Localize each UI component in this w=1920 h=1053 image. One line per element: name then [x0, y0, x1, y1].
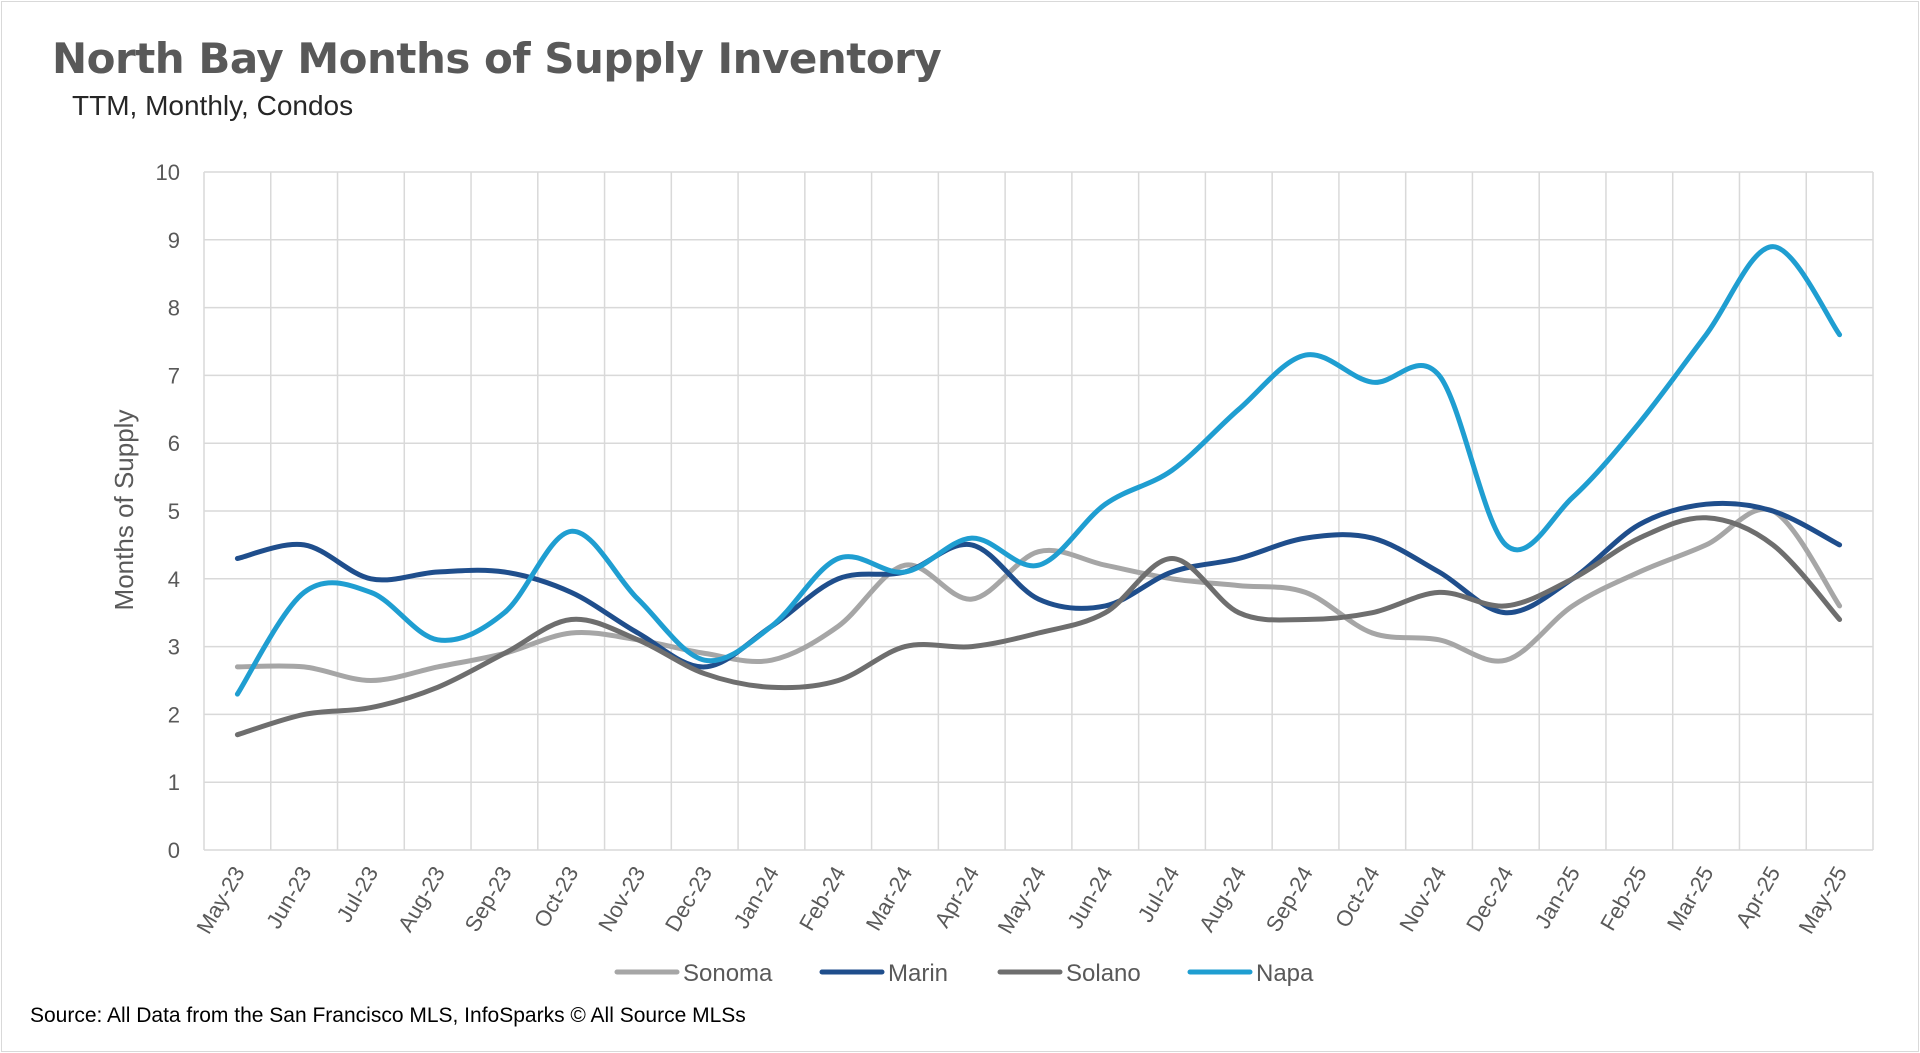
x-tick-label: Jun-23: [261, 862, 316, 933]
x-tick-label: Oct-23: [529, 862, 584, 932]
y-tick-label: 8: [168, 296, 180, 321]
x-tick-label: Nov-24: [1394, 862, 1451, 936]
y-tick-label: 5: [168, 499, 180, 524]
series-line-sonoma: [234, 506, 1843, 683]
x-tick-label: Jan-24: [728, 862, 783, 933]
x-tick-label: Jan-25: [1530, 862, 1585, 933]
series-line-marin: [234, 500, 1843, 670]
y-tick-label: 9: [168, 228, 180, 253]
chart-subtitle: TTM, Monthly, Condos: [72, 90, 354, 121]
x-tick-label: Dec-23: [660, 862, 717, 936]
source-note: Source: All Data from the San Francisco …: [30, 1004, 746, 1027]
x-tick-label: Aug-23: [393, 862, 450, 936]
y-axis-ticks: 0 1 2 3 4 5 6 7 8 9 10: [156, 160, 180, 863]
legend-label-solano: Solano: [1066, 960, 1141, 987]
x-tick-label: May-24: [992, 862, 1050, 938]
x-tick-label: May-25: [1794, 862, 1852, 938]
y-tick-label: 2: [168, 702, 180, 727]
series-line-solano: [234, 515, 1843, 738]
y-tick-label: 0: [168, 838, 180, 863]
x-tick-label: Sep-24: [1261, 862, 1318, 936]
x-tick-label: Feb-24: [794, 862, 851, 935]
x-tick-label: Jul-24: [1133, 862, 1185, 926]
y-tick-label: 3: [168, 635, 180, 660]
x-tick-label: Nov-23: [593, 862, 650, 936]
x-tick-label: Sep-23: [460, 862, 517, 936]
legend: Sonoma Marin Solano Napa: [614, 960, 1314, 987]
y-tick-label: 4: [168, 567, 180, 592]
x-tick-label: Jun-24: [1062, 862, 1117, 933]
legend-label-napa: Napa: [1256, 960, 1314, 987]
y-tick-label: 1: [168, 770, 180, 795]
series-line-napa: [234, 244, 1843, 697]
x-tick-label: Feb-25: [1595, 862, 1652, 935]
x-axis-ticks: May-23 Jun-23 Jul-23 Aug-23 Sep-23 Oct-23 Nov-…: [191, 862, 1852, 938]
y-tick-label: 10: [156, 160, 180, 185]
y-tick-label: 6: [168, 431, 180, 456]
x-tick-label: Mar-25: [1662, 862, 1718, 935]
legend-label-marin: Marin: [888, 960, 948, 987]
y-tick-label: 7: [168, 363, 180, 388]
chart-title: North Bay Months of Supply Inventory: [52, 34, 942, 83]
x-tick-label: Apr-25: [1731, 862, 1786, 932]
x-tick-label: Oct-24: [1330, 862, 1385, 932]
x-tick-label: May-23: [191, 862, 249, 938]
legend-label-sonoma: Sonoma: [683, 960, 773, 987]
grid: [203, 171, 1874, 851]
y-axis-label: Months of Supply: [109, 410, 139, 611]
x-tick-label: Dec-24: [1461, 862, 1518, 936]
x-tick-label: Aug-24: [1194, 862, 1251, 936]
x-tick-label: Apr-24: [929, 862, 984, 932]
x-tick-label: Mar-24: [861, 862, 917, 935]
series-lines: [234, 244, 1843, 738]
x-tick-label: Jul-23: [332, 862, 384, 926]
